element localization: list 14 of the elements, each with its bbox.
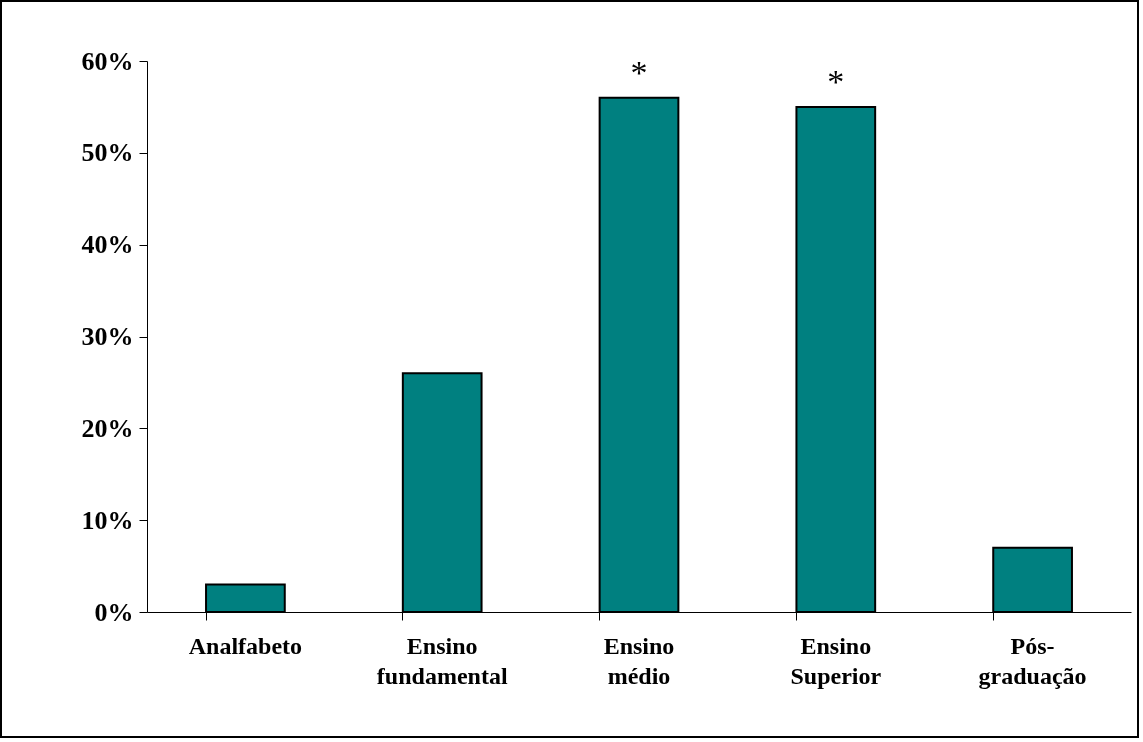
- y-tick-label: 30%: [81, 322, 134, 351]
- y-tick-label: 50%: [81, 138, 134, 168]
- y-tick-label: 0%: [94, 597, 134, 627]
- annotation: *: [630, 53, 648, 91]
- x-tick-label: Ensino Superior: [790, 632, 882, 689]
- x-tick-label: Pós-graduação: [978, 632, 1087, 689]
- y-tick-label: 40%: [81, 230, 134, 260]
- y-tick-label: 60%: [81, 46, 134, 76]
- y-tick-label: 20%: [81, 413, 134, 443]
- x-tick-label: Ensino médio: [603, 632, 675, 689]
- annotation: *: [827, 62, 845, 100]
- x-tick-label: Ensino fundamental: [376, 632, 508, 689]
- y-tick-label: 10%: [81, 505, 134, 535]
- x-tick-label: Analfabeto: [188, 632, 303, 659]
